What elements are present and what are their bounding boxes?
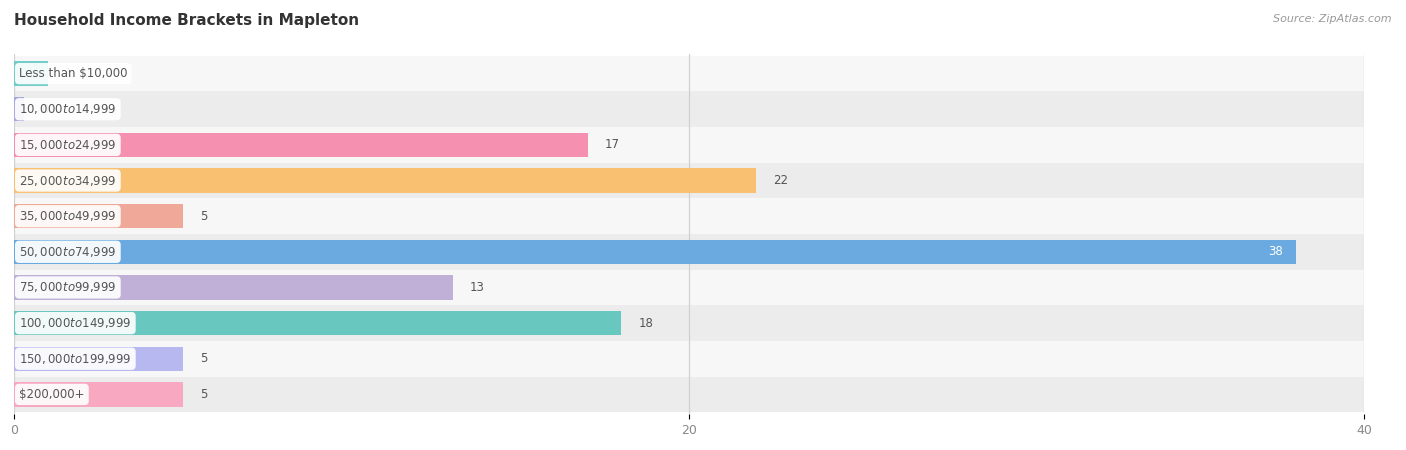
Text: 5: 5 [200, 352, 207, 365]
Bar [14, 270, 1364, 305]
Bar [14, 275, 453, 300]
Bar [14, 234, 1364, 270]
Text: 22: 22 [773, 174, 789, 187]
Bar [14, 91, 1364, 127]
Text: 5: 5 [200, 210, 207, 223]
Bar [14, 377, 1364, 412]
Bar [14, 127, 1364, 163]
Text: $150,000 to $199,999: $150,000 to $199,999 [20, 352, 132, 366]
Bar [14, 346, 183, 371]
Bar [14, 204, 183, 228]
Text: 0: 0 [41, 103, 48, 116]
Bar [14, 56, 1364, 91]
Text: Less than $10,000: Less than $10,000 [20, 67, 128, 80]
Text: $75,000 to $99,999: $75,000 to $99,999 [20, 280, 117, 294]
Bar [14, 133, 588, 157]
Text: $25,000 to $34,999: $25,000 to $34,999 [20, 174, 117, 188]
Text: Source: ZipAtlas.com: Source: ZipAtlas.com [1274, 14, 1392, 23]
Text: $35,000 to $49,999: $35,000 to $49,999 [20, 209, 117, 223]
Text: $50,000 to $74,999: $50,000 to $74,999 [20, 245, 117, 259]
Text: Household Income Brackets in Mapleton: Household Income Brackets in Mapleton [14, 14, 359, 28]
Bar [14, 198, 1364, 234]
Bar [14, 163, 1364, 198]
Bar [14, 311, 621, 335]
Bar [14, 168, 756, 193]
Bar [14, 341, 1364, 377]
Bar [14, 240, 1296, 264]
Text: $200,000+: $200,000+ [20, 388, 84, 401]
Bar [14, 382, 183, 406]
Text: $10,000 to $14,999: $10,000 to $14,999 [20, 102, 117, 116]
Bar [14, 305, 1364, 341]
Bar [14, 97, 24, 122]
Text: 18: 18 [638, 317, 654, 329]
Text: 38: 38 [1268, 245, 1282, 258]
Text: 13: 13 [470, 281, 485, 294]
Text: $100,000 to $149,999: $100,000 to $149,999 [20, 316, 132, 330]
Text: 5: 5 [200, 388, 207, 401]
Text: $15,000 to $24,999: $15,000 to $24,999 [20, 138, 117, 152]
Bar [14, 62, 48, 86]
Text: 1: 1 [65, 67, 72, 80]
Text: 17: 17 [605, 139, 620, 151]
